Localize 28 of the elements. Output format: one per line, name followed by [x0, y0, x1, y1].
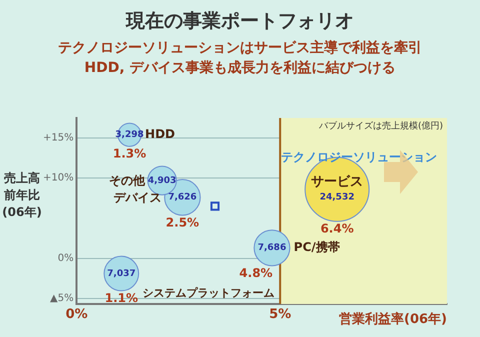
series-label: サービス [311, 174, 364, 190]
y-tick-label: +15% [42, 132, 74, 144]
annotation: バブルサイズは売上規模(億円) [318, 120, 443, 132]
annotation: 1.3% [112, 146, 146, 160]
annotation: 7,686 [258, 243, 286, 254]
y-tick-label: ▲5% [50, 292, 74, 304]
annotation: テクノロジーソリューション [281, 150, 437, 164]
series-label: HDD [145, 126, 176, 141]
chart-subtitle: テクノロジーソリューションはサービス主導で利益を牽引 HDD, デバイス事業も成長力を利益に結びつける [57, 38, 423, 78]
annotation: 3,298 [115, 130, 144, 140]
x-axis-title: 営業利益率(06年) [339, 310, 447, 327]
annotation: 1.1% [104, 290, 138, 305]
annotation: 24,532 [320, 192, 354, 203]
annotation: 4,903 [148, 176, 176, 186]
annotation: 2.5% [166, 215, 200, 230]
y-tick-label: 0% [58, 252, 74, 264]
series-label: PC/携帯 [294, 240, 340, 254]
annotation: 6.4% [320, 221, 354, 236]
annotation: 7,037 [107, 268, 136, 279]
series-label: その他 [108, 174, 146, 188]
chart-title: 現在の事業ポートフォリオ [124, 9, 355, 34]
annotation: 4.8% [239, 266, 273, 280]
series-label: システムプラットフォーム [142, 286, 275, 300]
x-tick-label: 5% [269, 307, 292, 322]
y-axis-title: 売上高前年比(06年) [2, 170, 42, 221]
annotation: 7,626 [168, 192, 197, 203]
series-label: デバイス [114, 190, 162, 204]
y-tick-label: +10% [42, 172, 74, 184]
